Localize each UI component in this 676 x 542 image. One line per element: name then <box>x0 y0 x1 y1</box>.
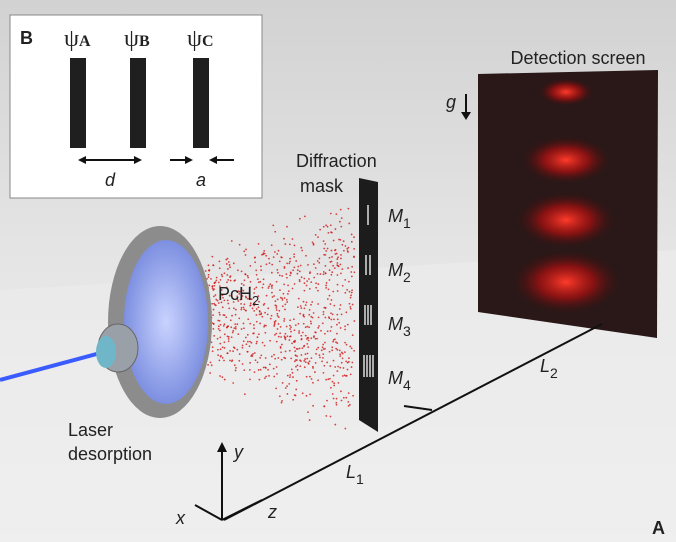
mask-label: mask <box>300 176 344 196</box>
distance-label: L1 <box>346 462 364 487</box>
slit-bar <box>130 58 146 148</box>
gravity-arrowhead <box>461 112 471 120</box>
wave-label: ψC <box>187 26 214 52</box>
wave-label: ψA <box>64 26 91 52</box>
arrowhead <box>134 156 142 164</box>
axis-arrowhead <box>217 442 227 452</box>
gravity-label: g <box>446 92 456 112</box>
axis-label: x <box>175 508 186 528</box>
beam-axis <box>223 323 603 521</box>
coordinate-axes <box>194 448 263 521</box>
axis-label: z <box>267 502 277 522</box>
screen-label: Detection screen <box>510 48 645 68</box>
arrowhead <box>78 156 86 164</box>
wave-label: ψB <box>124 26 150 52</box>
spacing-label: d <box>105 170 116 190</box>
molecule-cloud <box>194 207 356 430</box>
slit-label: M2 <box>388 260 411 285</box>
panel-label: B <box>20 28 33 48</box>
slit-bar <box>193 58 209 148</box>
distance-tick <box>403 405 433 411</box>
arrowhead <box>185 156 193 164</box>
mask-label: Diffraction <box>296 151 377 171</box>
slit-label: M1 <box>388 206 411 231</box>
slit-bar <box>70 58 86 148</box>
arrowhead <box>209 156 217 164</box>
panel-label: A <box>652 518 665 538</box>
axis-label: y <box>232 442 244 462</box>
width-label: a <box>196 170 206 190</box>
mask-slits <box>363 205 374 377</box>
source-label: desorption <box>68 444 152 464</box>
slit-label: M3 <box>388 314 411 339</box>
slit-label: M4 <box>388 368 411 393</box>
lens-glass <box>96 336 116 368</box>
distance-label: L2 <box>540 356 558 381</box>
molecule-label: PcH2 <box>218 284 259 308</box>
source-label: Laser <box>68 420 113 440</box>
fringes <box>511 78 621 314</box>
source-window <box>124 240 208 404</box>
